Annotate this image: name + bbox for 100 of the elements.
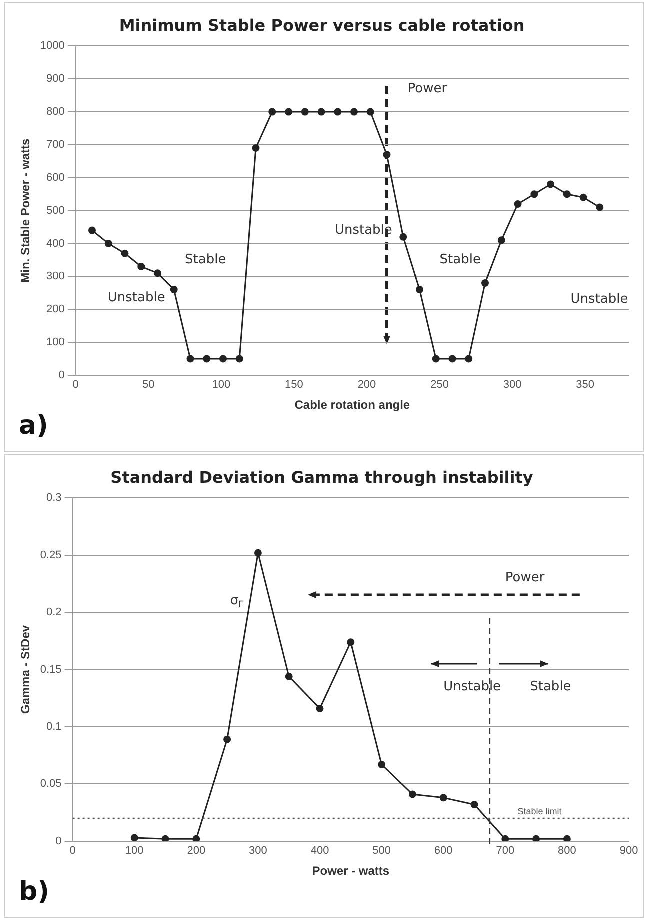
annotation: Stable [185, 252, 226, 268]
point [408, 790, 416, 798]
x-tick-label: 200 [187, 845, 206, 858]
point [563, 835, 571, 842]
y-tick-label: 700 [46, 138, 65, 151]
y-tick-label: 600 [46, 172, 65, 184]
point [498, 236, 506, 244]
annotation: Stable [530, 679, 572, 694]
point [416, 286, 424, 294]
y-tick-label: 0.3 [46, 492, 62, 504]
point [383, 151, 391, 159]
point [366, 108, 374, 116]
y-tick-label: 0.15 [40, 664, 62, 676]
annotation: Power [408, 81, 448, 96]
x-tick-label: 350 [576, 379, 595, 392]
point [224, 736, 232, 744]
y-tick-label: 200 [46, 304, 65, 316]
point [532, 835, 540, 842]
point [334, 108, 342, 116]
y-tick-label: 400 [46, 238, 65, 250]
y-tick-label: 0.25 [40, 549, 62, 562]
point [285, 672, 293, 680]
y-tick-label: 1000 [40, 40, 65, 52]
point [162, 835, 170, 842]
point [432, 355, 440, 363]
x-tick-label: 200 [358, 379, 376, 392]
point [465, 355, 473, 363]
y-tick-label: 800 [46, 106, 65, 118]
annotation: Unstable [334, 222, 392, 238]
point [502, 835, 510, 842]
point [236, 355, 244, 363]
x-tick-label: 300 [503, 379, 522, 392]
x-tick-label: 500 [372, 845, 391, 858]
point [130, 834, 138, 842]
ref-line-label: Stable limit [518, 806, 562, 817]
point [154, 270, 162, 278]
point [88, 226, 96, 234]
text: b) [19, 876, 50, 907]
point [347, 638, 355, 646]
point [186, 355, 194, 363]
chart-title: Minimum Stable Power versus cable rotation [119, 16, 525, 35]
point [316, 704, 324, 712]
x-tick-label: 400 [310, 845, 330, 858]
point [104, 240, 112, 248]
y-tick-label: 0 [56, 835, 62, 848]
point [268, 108, 276, 116]
y-axis-title: Gamma - StDev [18, 625, 33, 714]
point [482, 279, 490, 287]
x-tick-label: 700 [496, 845, 515, 858]
point [563, 190, 571, 198]
annotation: Unstable [108, 290, 166, 306]
y-tick-label: 0.05 [40, 778, 62, 790]
point [252, 144, 260, 152]
point [301, 108, 309, 116]
annotation: Stable [440, 252, 481, 268]
x-tick-label: 0 [72, 379, 79, 392]
x-tick-label: 100 [125, 845, 144, 858]
annotation: Unstable [570, 292, 628, 308]
point [121, 250, 129, 258]
y-tick-label: 300 [46, 270, 65, 283]
annotation: Power [505, 570, 546, 586]
x-tick-label: 100 [212, 379, 231, 392]
point [514, 200, 522, 208]
point [378, 761, 386, 768]
point [530, 190, 538, 198]
x-tick-label: 150 [285, 379, 304, 392]
x-tick-label: 800 [558, 845, 576, 858]
y-tick-label: 0.2 [46, 606, 62, 619]
point [400, 233, 408, 241]
point [170, 286, 178, 294]
point [448, 355, 456, 363]
y-tick-label: 0.1 [46, 721, 62, 734]
point [138, 263, 146, 271]
point [470, 801, 478, 809]
point [580, 194, 588, 202]
y-tick-label: 0 [58, 369, 65, 382]
point [547, 180, 555, 188]
y-tick-label: 100 [46, 336, 65, 349]
y-tick-label: 900 [46, 73, 65, 86]
x-tick-label: 300 [249, 845, 268, 858]
point [285, 108, 293, 116]
chart-title: Standard Deviation Gamma through instability [110, 468, 534, 487]
x-tick-label: 0 [70, 845, 76, 858]
x-axis-title: Power - watts [312, 864, 390, 878]
text: a) [19, 410, 48, 441]
x-tick-label: 250 [430, 379, 449, 392]
x-tick-label: 50 [142, 379, 155, 392]
point [440, 794, 448, 802]
point [254, 549, 262, 557]
point [350, 108, 358, 116]
point [192, 835, 200, 842]
y-axis-title: Min. Stable Power - watts [18, 138, 33, 283]
x-tick-label: 600 [434, 845, 453, 858]
point [203, 355, 211, 363]
point [318, 108, 326, 116]
x-tick-label: 900 [620, 845, 638, 858]
point [596, 204, 604, 212]
x-axis-title: Cable rotation angle [294, 398, 410, 412]
point [220, 355, 227, 363]
y-tick-label: 500 [46, 204, 65, 217]
